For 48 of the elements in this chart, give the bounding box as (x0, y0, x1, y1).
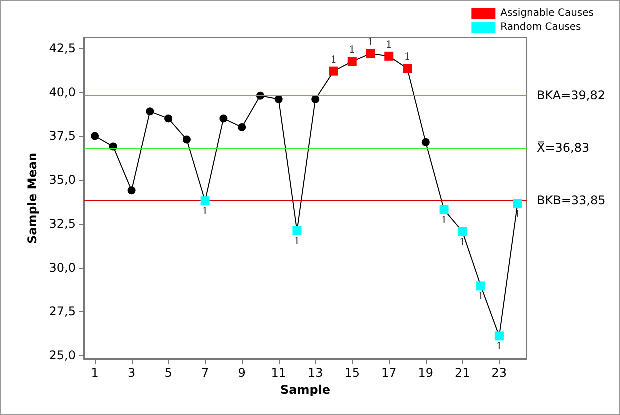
point (91, 132, 100, 140)
annotation: 1 (368, 37, 374, 48)
point (182, 136, 191, 144)
y-axis-title: Sample Mean (25, 153, 40, 244)
y-tick-label: 32,5 (49, 216, 76, 231)
point (238, 123, 246, 132)
annotation: 1 (459, 237, 466, 248)
annotation: 1 (349, 45, 356, 56)
x-axis-title: Sample (280, 382, 331, 397)
point (128, 186, 136, 195)
x-tick-label: 5 (164, 366, 172, 380)
ref-line-label: BKB=33,85 (537, 193, 606, 208)
annotation: 1 (386, 40, 392, 51)
point (220, 114, 228, 123)
x-tick-label: 13 (308, 366, 324, 380)
annotation: 1 (294, 236, 300, 248)
y-tick-label: 40,0 (49, 85, 76, 100)
x-tick-label: 15 (344, 366, 360, 380)
x-tick-label: 17 (381, 366, 397, 380)
annotation: 1 (404, 52, 411, 64)
y-tick-label: 42,5 (49, 42, 76, 56)
legend-label: Assignable Causes (500, 8, 594, 19)
x-tick-label: 23 (492, 366, 508, 380)
ref-line-label: BKA=39,82 (537, 88, 606, 103)
y-tick-label: 37,5 (49, 129, 76, 144)
annotation: 1 (202, 206, 209, 218)
point (164, 114, 173, 123)
annotation: 1 (496, 342, 503, 353)
x-tick-label: 7 (202, 366, 210, 380)
x-tick-label: 3 (128, 366, 136, 380)
point (274, 95, 283, 104)
legend-label: Random Causes (500, 22, 582, 33)
annotation: 1 (330, 54, 338, 66)
y-tick-label: 27,5 (49, 304, 76, 319)
point (312, 95, 320, 104)
y-tick-label: 35,0 (49, 173, 76, 188)
x-tick-label: 1 (91, 366, 99, 380)
y-tick-label: 30,0 (49, 260, 76, 275)
x-tick-label: 11 (271, 366, 286, 380)
annotation: 1 (441, 215, 448, 226)
x-tick-label: 21 (455, 366, 470, 380)
point (422, 138, 430, 146)
point (146, 108, 154, 116)
x-tick-label: 9 (238, 366, 246, 380)
ref-line-label: X̿=36,83 (537, 140, 590, 155)
x-tick-label: 19 (418, 366, 434, 380)
annotation: 1 (478, 292, 484, 303)
y-tick-label: 25,0 (49, 348, 76, 362)
